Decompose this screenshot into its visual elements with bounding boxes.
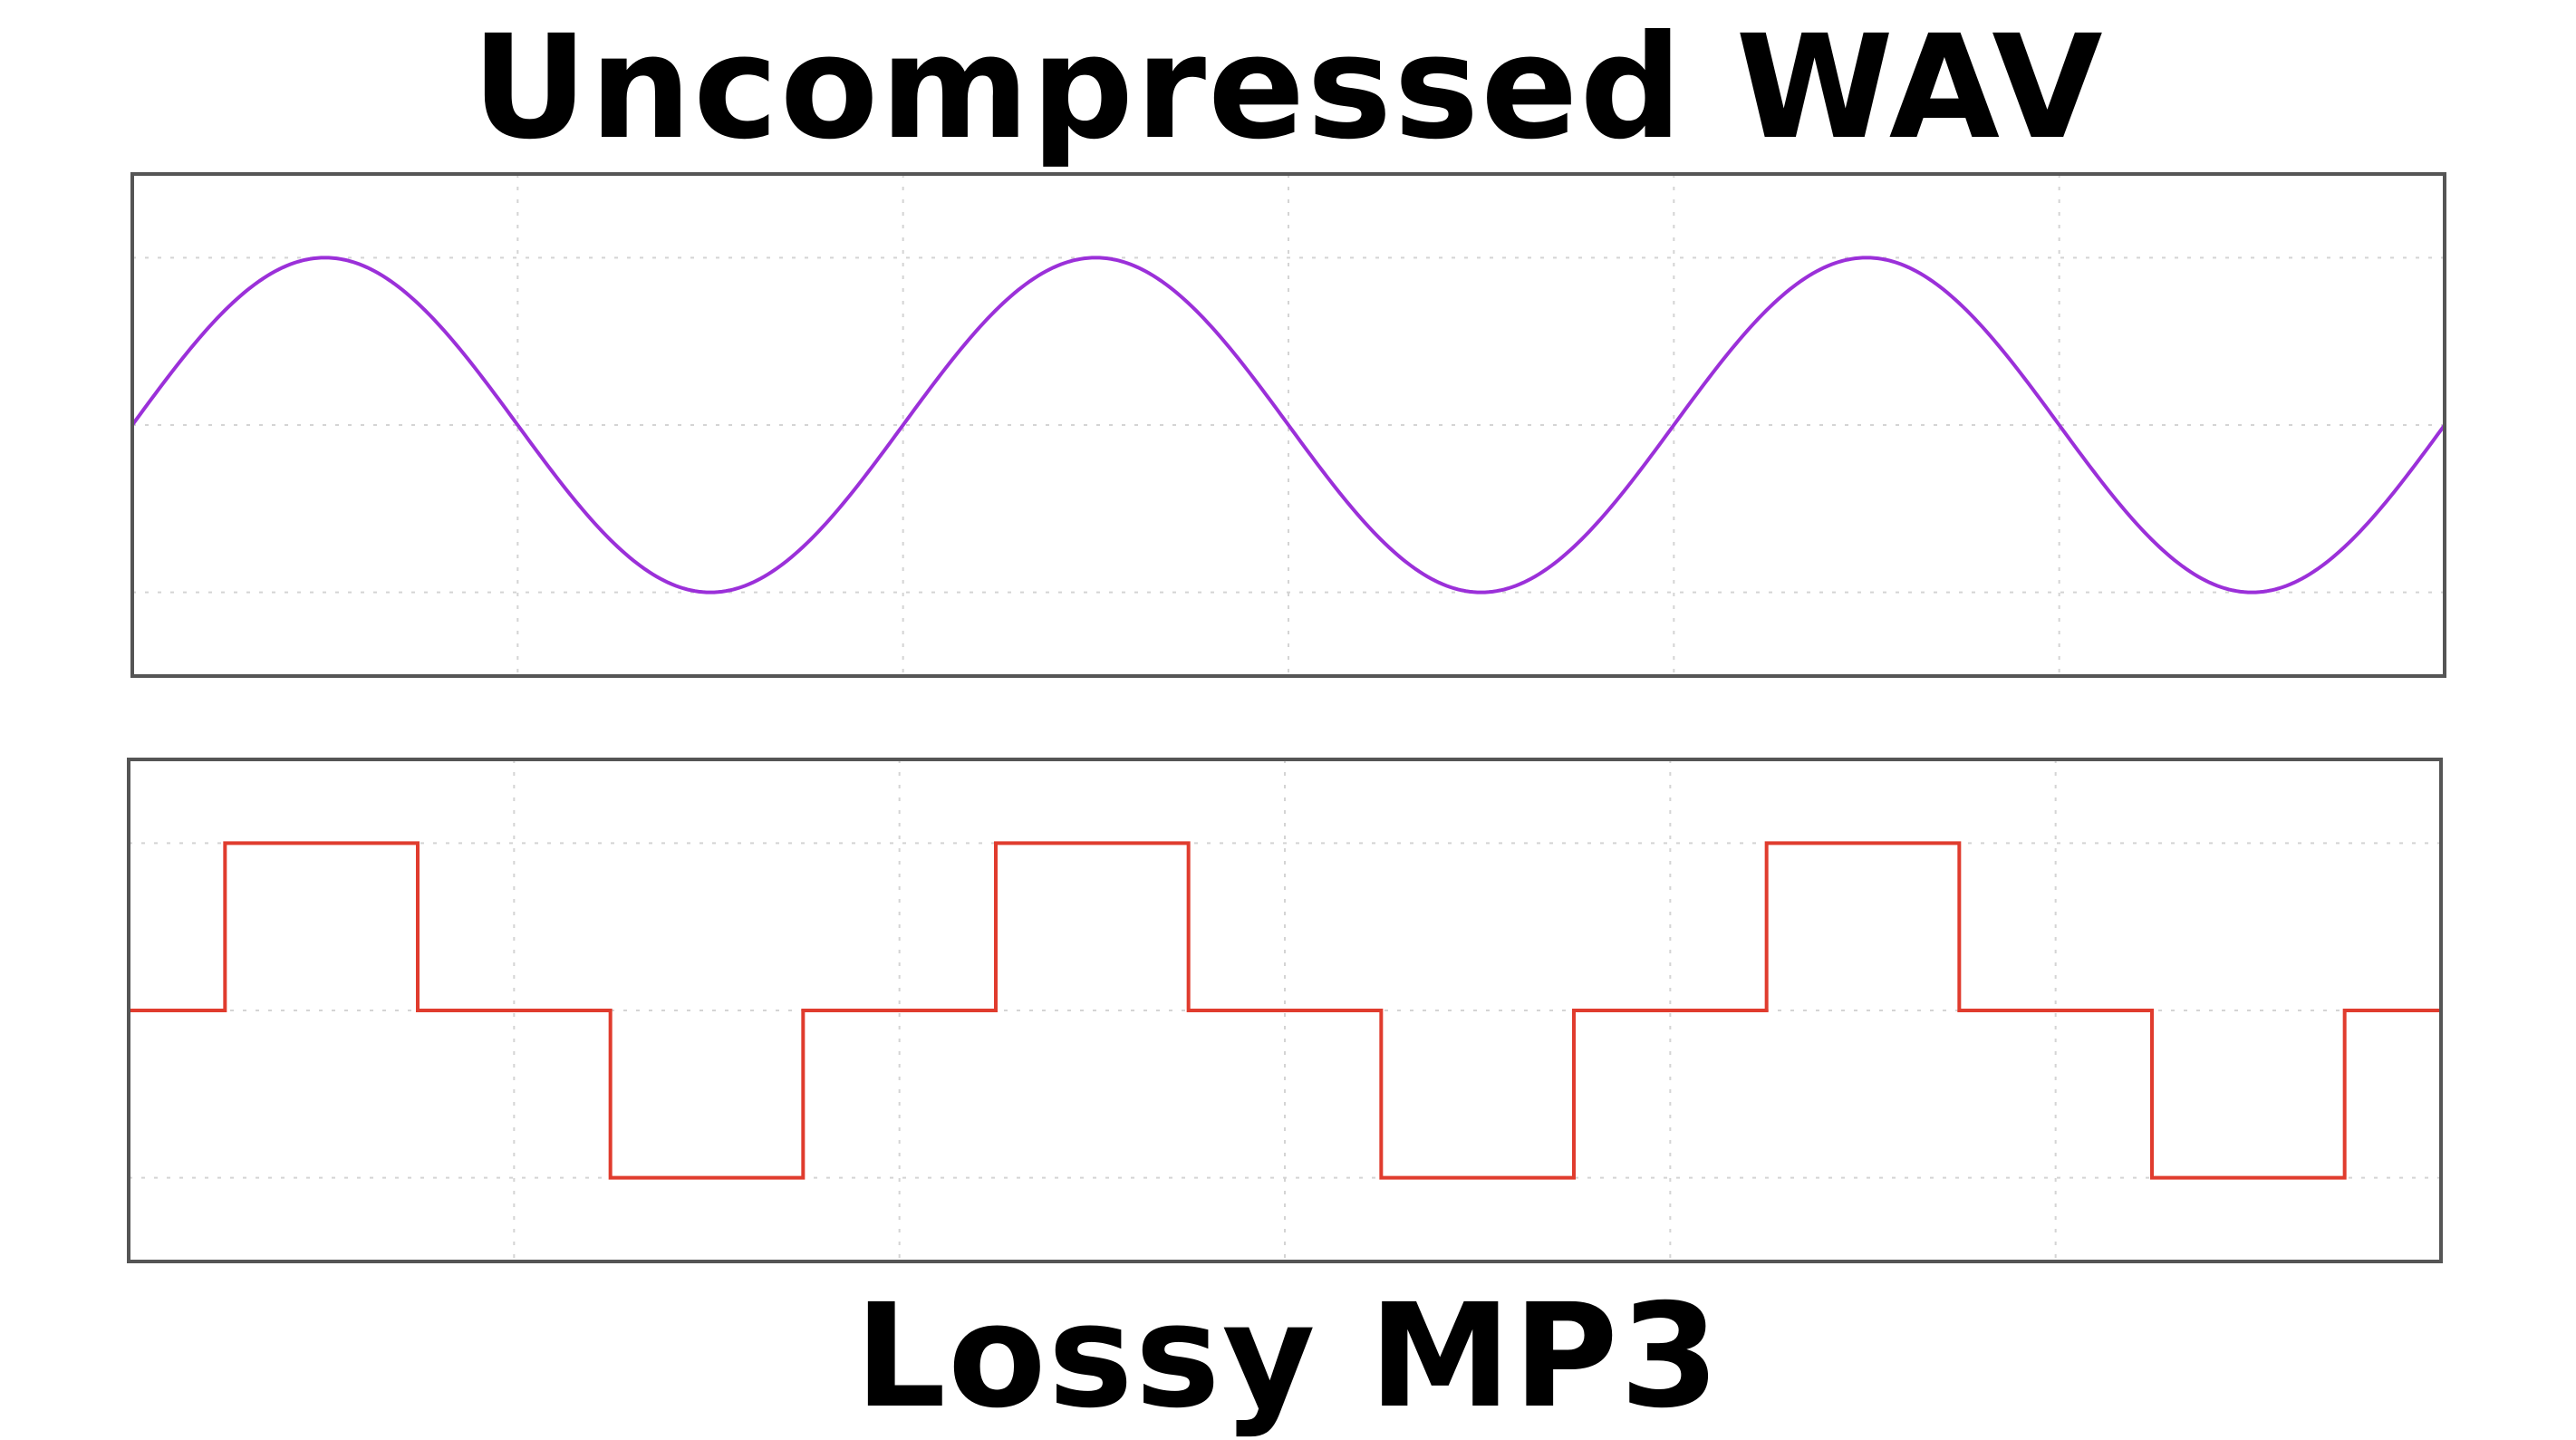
mp3-plot-frame	[127, 758, 2443, 1263]
mp3-waveform-panel	[127, 758, 2443, 1263]
wav-plot-frame	[130, 172, 2446, 678]
wav-waveform-line	[130, 256, 2446, 594]
top-chart-title: Uncompressed WAV	[471, 5, 2105, 171]
bottom-chart-title: Lossy MP3	[854, 1273, 1722, 1440]
mp3-waveform-line	[129, 841, 2441, 1180]
wav-waveform-panel	[130, 172, 2446, 678]
